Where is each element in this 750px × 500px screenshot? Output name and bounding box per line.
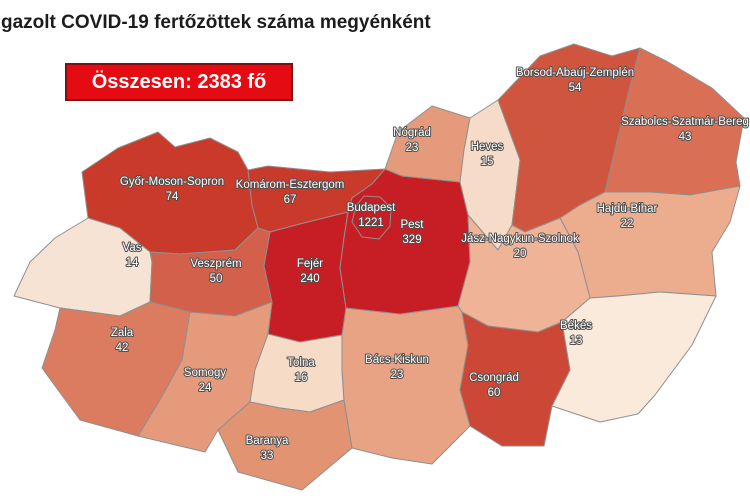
county-name-label-nograd: Nógrád (393, 127, 431, 139)
page-title: gazolt COVID-19 fertőzöttek száma megyén… (1, 12, 431, 33)
county-name-label-zala: Zala (111, 327, 134, 339)
county-name-label-fejer: Fejér (297, 258, 323, 270)
county-value-label-jasz-nagykun-szolnok: 20 (514, 248, 527, 260)
county-name-label-gyor-moson-sopron: Győr-Moson-Sopron (120, 176, 224, 188)
county-labels-layer: Győr-Moson-Sopron 74 Komárom-Esztergom 67 Va… (110, 66, 750, 463)
county-shape-bacs-kiskun (341, 305, 471, 465)
county-value-label-gyor-moson-sopron: 74 (166, 191, 179, 203)
county-value-label-somogy: 24 (199, 382, 212, 394)
county-shape-bekes (551, 291, 717, 423)
county-name-label-csongrad: Csongrád (469, 372, 519, 384)
county-name-label-borsod-abauj-zemplen: Borsod-Abaúj-Zemplén (516, 67, 634, 79)
county-name-label-somogy: Somogy (184, 367, 226, 379)
county-value-label-tolna: 16 (295, 372, 308, 384)
county-name-label-bekes: Békés (560, 320, 592, 332)
county-value-label-zala: 42 (116, 342, 129, 354)
county-name-label-hajdu-bihar: Hajdú-Bihar (597, 203, 658, 215)
county-name-label-komarom-esztergom: Komárom-Esztergom (236, 179, 345, 191)
county-value-label-veszprem: 50 (210, 273, 223, 285)
county-value-label-nograd: 23 (406, 142, 419, 154)
county-shape-nograd (384, 105, 471, 183)
county-value-label-borsod-abauj-zemplen: 54 (569, 82, 582, 94)
county-name-label-heves: Heves (471, 141, 504, 153)
county-shapes-layer (13, 43, 745, 491)
county-value-label-pest: 329 (402, 234, 421, 246)
county-name-label-bacs-kiskun: Bács-Kiskun (365, 354, 429, 366)
county-value-label-szabolcs-szatmar-bereg: 43 (679, 131, 692, 143)
county-value-label-vas: 14 (126, 257, 139, 269)
county-value-label-bekes: 13 (570, 335, 583, 347)
county-name-label-szabolcs-szatmar-bereg: Szabolcs-Szatmár-Bereg (621, 116, 749, 128)
county-value-label-komarom-esztergom: 67 (284, 194, 297, 206)
county-name-label-vas: Vas (123, 242, 142, 254)
county-value-label-baranya: 33 (261, 450, 274, 462)
county-name-label-baranya: Baranya (246, 435, 289, 447)
total-badge: Összesen: 2383 fő (65, 63, 293, 101)
county-value-label-fejer: 240 (300, 273, 319, 285)
county-value-label-csongrad: 60 (488, 387, 501, 399)
county-value-label-bacs-kiskun: 23 (391, 369, 404, 381)
county-name-label-budapest: Budapest (347, 202, 396, 214)
county-value-label-hajdu-bihar: 22 (621, 218, 634, 230)
county-name-label-pest: Pest (400, 219, 424, 231)
county-shape-budapest (351, 195, 392, 240)
county-name-label-veszprem: Veszprém (190, 258, 241, 270)
county-name-label-jasz-nagykun-szolnok: Jász-Nagykun-Szolnok (461, 233, 579, 245)
county-value-label-heves: 15 (481, 156, 494, 168)
county-name-label-tolna: Tolna (287, 357, 315, 369)
county-value-label-budapest: 1221 (358, 217, 384, 229)
total-badge-label: Összesen: 2383 fő (91, 70, 267, 93)
county-shape-csongrad (459, 311, 571, 447)
